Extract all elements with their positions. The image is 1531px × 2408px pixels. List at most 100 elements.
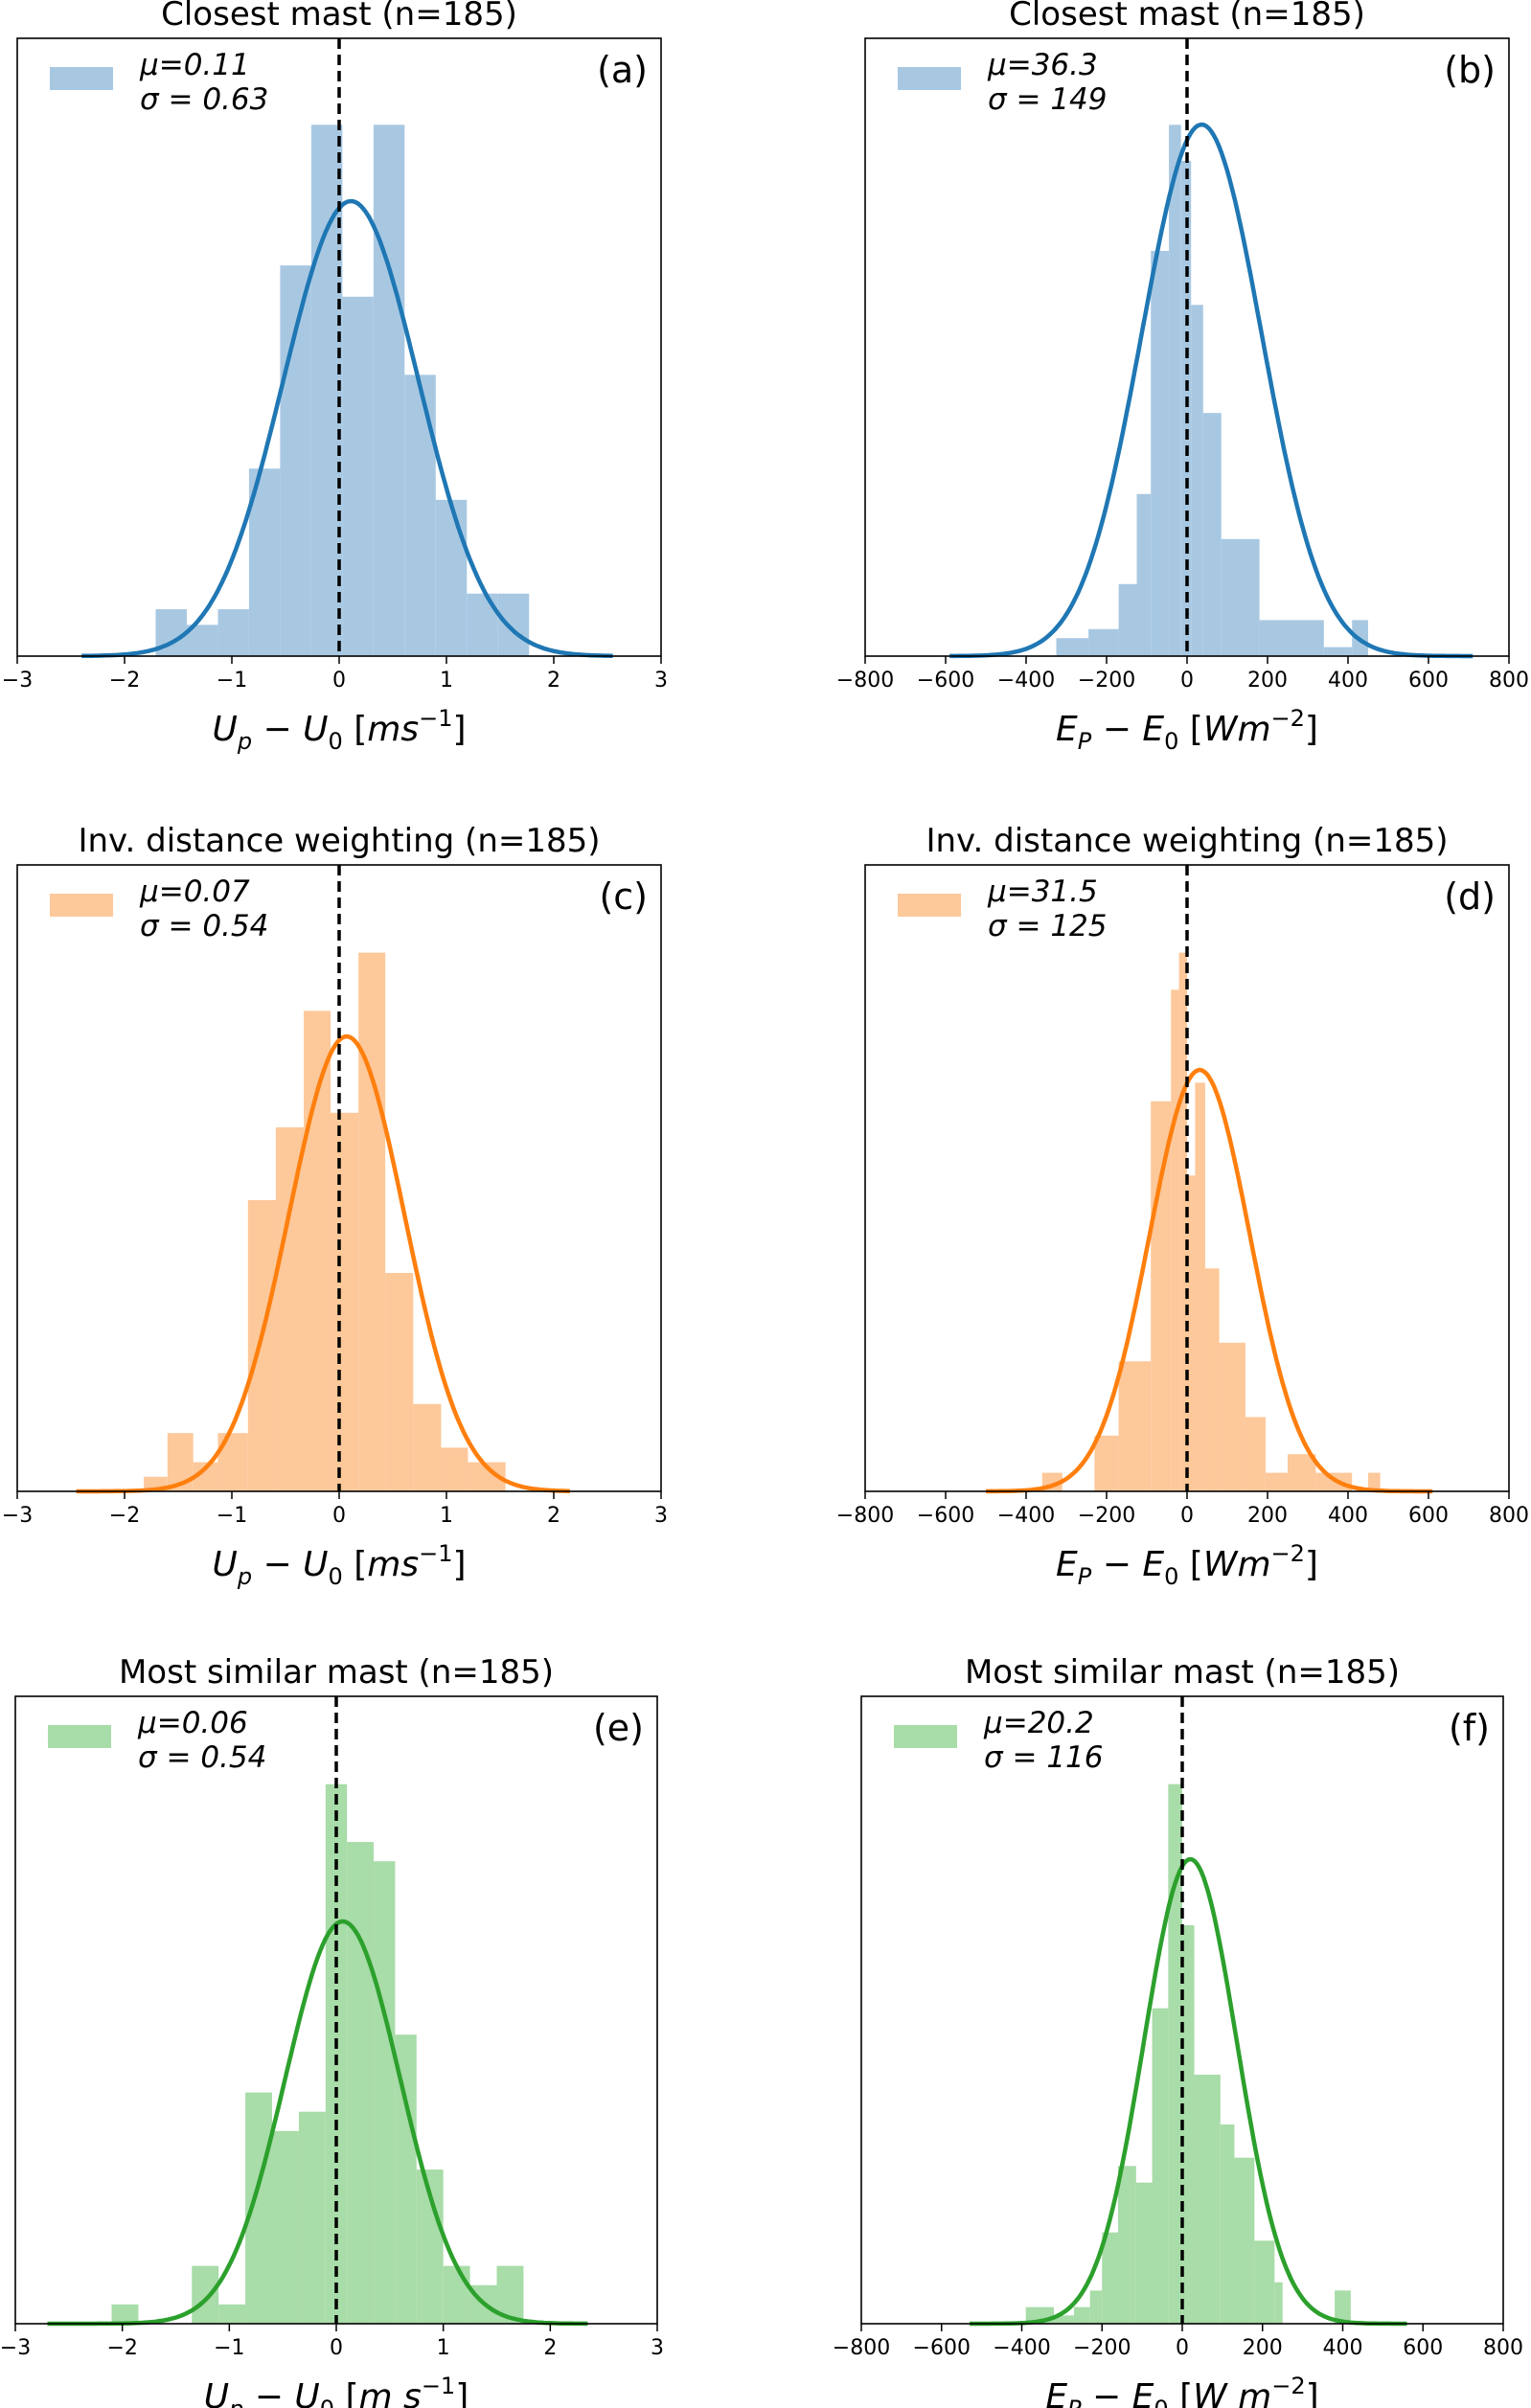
x-tick-label: −1 [214, 2336, 244, 2360]
xlabel-bracket: ] [452, 1545, 466, 1584]
histogram-bar [1219, 1342, 1245, 1491]
histogram-bar [1335, 2290, 1351, 2324]
histogram-bar [404, 375, 436, 656]
xlabel-subscript: 0 [328, 728, 342, 755]
xlabel-subscript: 0 [328, 1563, 342, 1590]
x-tick-label: −600 [913, 2336, 971, 2360]
xlabel-bracket: ] [452, 710, 466, 749]
x-tick-label: 0 [330, 2336, 343, 2360]
histogram-bar [1265, 1472, 1288, 1491]
x-tick-label: 3 [651, 2336, 664, 2360]
panel-tag: (f) [1449, 1707, 1490, 1749]
xlabel-subscript: P [1078, 1563, 1092, 1590]
histogram-bar [443, 2265, 470, 2324]
x-tick-label: 2 [543, 2336, 557, 2360]
histogram-bar [441, 1447, 468, 1491]
panel-title: Most similar mast (n=185) [965, 1653, 1400, 1692]
histogram-bar [1089, 2290, 1103, 2324]
legend-sigma: σ = 0.54 [138, 1740, 266, 1775]
xlabel-superscript: −2 [1271, 1540, 1305, 1567]
histogram-bar [325, 1783, 348, 2324]
xlabel-superscript: −1 [422, 2373, 455, 2399]
legend-swatch [50, 67, 113, 90]
x-tick-label: 400 [1328, 1504, 1368, 1528]
x-tick-label: 0 [1180, 1504, 1194, 1528]
histogram-bar [1368, 1472, 1381, 1491]
histogram-bar [1151, 1101, 1172, 1491]
histogram-bar [1315, 1472, 1328, 1491]
legend-sigma: σ = 0.63 [140, 82, 268, 117]
xlabel-subscript: p [237, 728, 252, 755]
xlabel-subscript: 0 [1164, 1563, 1178, 1590]
fitted-normal-curve [76, 1034, 570, 1494]
histogram-bar [111, 2304, 139, 2324]
x-tick-label: 800 [1483, 2336, 1523, 2360]
histogram-bar [358, 952, 386, 1491]
histogram-bar [1088, 628, 1119, 656]
histogram-bar [298, 2111, 326, 2324]
histogram-bar [1169, 125, 1181, 657]
histogram-bar [1195, 1082, 1205, 1491]
panel-tag: (b) [1444, 49, 1496, 91]
xlabel-unit: ms [367, 1545, 419, 1584]
xlabel-bracket: ] [1305, 710, 1318, 749]
panel-title: Inv. distance weighting (n=185) [925, 822, 1448, 860]
xlabel-unit: Wm [1203, 1545, 1271, 1584]
x-axis-label: Up − U0 [m s−1] [204, 2373, 469, 2408]
xlabel-unit: Wm [1203, 710, 1271, 749]
x-tick-label: 400 [1323, 2336, 1363, 2360]
xlabel-operator: − E [1091, 1545, 1164, 1584]
histogram-bar [1288, 1454, 1316, 1491]
panel-b: −800 −600 −400 −200 0 200 400 600 800 Closest mas… [836, 0, 1529, 755]
histogram-bar [1102, 2232, 1118, 2324]
xlabel-bracket: [ [334, 2377, 359, 2408]
xlabel-operator: − E [1091, 710, 1164, 749]
x-axis-label: EP − E0 [Wm−2] [1056, 1540, 1318, 1590]
x-tick-label: 0 [332, 1504, 346, 1528]
xlabel-operator: − U [252, 1545, 328, 1584]
histogram-bar [413, 1403, 442, 1491]
x-tick-label: −400 [997, 669, 1055, 693]
x-tick-label: 2 [547, 669, 560, 693]
xlabel-superscript: −2 [1271, 2373, 1305, 2399]
x-tick-label: −200 [1073, 2336, 1131, 2360]
legend-sigma: σ = 116 [984, 1740, 1104, 1775]
legend-mu: μ=0.07 [139, 875, 250, 909]
xlabel-symbol: E [1056, 710, 1078, 749]
histogram-bar [374, 1861, 396, 2324]
xlabel-superscript: −2 [1271, 705, 1305, 732]
fitted-normal-curve [970, 1856, 1407, 2327]
xlabel-bracket: ] [1306, 2377, 1319, 2408]
xlabel-subscript: P [1078, 728, 1092, 755]
histogram-bar [435, 499, 468, 656]
legend-swatch [898, 894, 961, 917]
histogram-bar [218, 2304, 246, 2324]
legend-swatch [48, 1725, 111, 1748]
legend-swatch [894, 1725, 957, 1748]
x-tick-label: −400 [997, 1504, 1055, 1528]
histogram-bar [347, 1842, 375, 2324]
x-tick-label: 600 [1403, 2336, 1443, 2360]
legend-sigma: σ = 125 [988, 909, 1108, 943]
x-tick-label: 200 [1247, 669, 1288, 693]
xlabel-unit: m s [359, 2377, 422, 2408]
histogram-bar [1118, 583, 1137, 656]
histogram-bar [497, 593, 530, 656]
panel-e: −3 −2 −1 0 1 2 3 Most similar mast (n=185) (e) μ=… [0, 1653, 664, 2408]
x-tick-label: −800 [836, 1504, 894, 1528]
histogram-bar [1168, 1783, 1182, 2324]
legend-mu: μ=0.11 [139, 48, 250, 82]
x-tick-label: 200 [1247, 1504, 1288, 1528]
xlabel-bracket: ] [1305, 1545, 1318, 1584]
histogram-bar [247, 1199, 276, 1491]
panel-f: −800 −600 −400 −200 0 200 400 600 800 Most simila… [833, 1653, 1523, 2408]
histogram-bar [304, 1011, 331, 1491]
xlabel-symbol: E [1045, 2377, 1067, 2408]
histogram-bar [1221, 538, 1260, 656]
legend-swatch [50, 894, 113, 917]
xlabel-subscript: P [1067, 2396, 1082, 2408]
x-tick-label: −1 [217, 1504, 247, 1528]
panel-title: Closest mast (n=185) [1009, 0, 1365, 34]
